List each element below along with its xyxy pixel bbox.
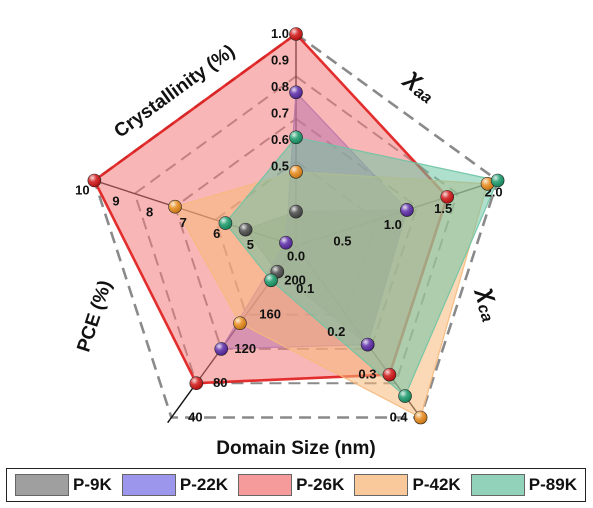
axis-title-domain-size: Domain Size (nm) xyxy=(216,438,375,459)
data-point-p-22k-domain_size xyxy=(214,342,229,356)
legend-label: P-9K xyxy=(73,475,112,494)
legend-label: P-89K xyxy=(528,475,577,494)
radar-series xyxy=(92,32,499,419)
tick-label-crystallinity: 0.5 xyxy=(271,159,289,174)
data-point-p-89k-chi_aa xyxy=(490,173,505,188)
tick-label-chi_ca: 0.3 xyxy=(358,367,376,382)
radar-chart: 0.50.60.70.80.91.00.00.51.01.52.00.10.20… xyxy=(73,26,509,459)
data-point-p-89k-chi_ca xyxy=(398,389,412,403)
legend-swatch xyxy=(121,474,176,496)
tick-label-pce: 6 xyxy=(213,226,220,241)
grid-ring xyxy=(133,75,459,385)
legend-item-p-89k: P-89K xyxy=(470,474,577,496)
tick-label-pce: 8 xyxy=(146,204,153,219)
tick-label-chi_aa: 1.5 xyxy=(434,201,452,216)
data-point-p-42k-crystallinity xyxy=(289,165,303,179)
tick-label-domain_size: 80 xyxy=(213,375,227,390)
legend-item-p-9k: P-9K xyxy=(15,474,112,496)
tick-label-chi_aa: 0.5 xyxy=(333,234,351,249)
series-area-p-89k xyxy=(224,136,499,398)
legend-item-p-22k: P-22K xyxy=(121,474,229,496)
tick-label-crystallinity: 0.9 xyxy=(271,53,289,68)
tick-label-domain_size: 120 xyxy=(234,341,256,356)
tick-label-domain_size: 160 xyxy=(259,307,281,322)
tick-label-crystallinity: 0.7 xyxy=(271,106,289,121)
data-point-p-26k-domain_size xyxy=(189,376,204,391)
tick-label-domain_size: 200 xyxy=(284,272,306,287)
tick-label-crystallinity: 0.6 xyxy=(271,132,289,147)
radar-markers xyxy=(87,27,505,425)
data-point-p-42k-pce xyxy=(168,199,182,214)
data-point-p-22k-crystallinity xyxy=(289,85,303,100)
tick-label-pce: 7 xyxy=(180,215,187,230)
tick-label-pce: 10 xyxy=(75,182,89,197)
data-point-p-89k-crystallinity xyxy=(289,130,303,145)
legend-swatch xyxy=(470,474,525,496)
data-point-p-22k-chi_aa xyxy=(400,203,414,217)
legend-swatch xyxy=(354,474,409,496)
data-point-p-89k-pce xyxy=(218,216,233,230)
data-point-p-26k-crystallinity xyxy=(289,27,303,41)
data-point-p-9k-pce xyxy=(238,222,253,237)
axis-title-chi-aa: χaa xyxy=(397,62,443,108)
legend-swatch xyxy=(238,474,293,496)
data-point-p-22k-chi_ca xyxy=(360,337,375,352)
legend-item-p-42k: P-42K xyxy=(354,474,461,496)
tick-label-chi_ca: 0.4 xyxy=(390,410,409,425)
tick-label-chi_ca: 0.1 xyxy=(296,281,314,296)
axis-title-pce: PCE (%) xyxy=(73,278,116,355)
data-point-p-42k-domain_size xyxy=(233,316,247,330)
tick-label-pce: 5 xyxy=(247,237,254,252)
data-point-p-9k-crystallinity xyxy=(289,204,303,219)
axis-title-chi-ca: χca xyxy=(469,282,509,325)
chart-legend: P-9K P-22K P-26K P-42K P-89K xyxy=(6,468,586,502)
tick-label-crystallinity: 0.8 xyxy=(271,79,289,94)
radar-tick-labels: 0.50.60.70.80.91.00.00.51.01.52.00.10.20… xyxy=(75,26,503,425)
legend-label: P-22K xyxy=(179,475,229,494)
legend-swatch xyxy=(15,474,69,496)
data-point-p-22k-pce xyxy=(279,235,293,250)
data-point-p-89k-domain_size xyxy=(264,273,278,288)
tick-label-pce: 9 xyxy=(112,193,119,208)
data-point-p-26k-pce xyxy=(87,173,102,188)
legend-label: P-42K xyxy=(412,475,461,494)
data-point-p-26k-chi_ca xyxy=(382,367,397,382)
tick-label-chi_aa: 1.0 xyxy=(384,217,402,232)
legend-item-p-26k: P-26K xyxy=(238,474,344,496)
tick-label-chi_aa: 0.0 xyxy=(287,249,305,264)
data-point-p-42k-chi_ca xyxy=(413,410,428,425)
legend-label: P-26K xyxy=(296,475,345,494)
tick-label-chi_ca: 0.2 xyxy=(327,324,345,339)
data-point-p-26k-chi_aa xyxy=(440,190,455,204)
tick-label-domain_size: 40 xyxy=(188,410,202,425)
tick-label-crystallinity: 1.0 xyxy=(271,26,289,41)
